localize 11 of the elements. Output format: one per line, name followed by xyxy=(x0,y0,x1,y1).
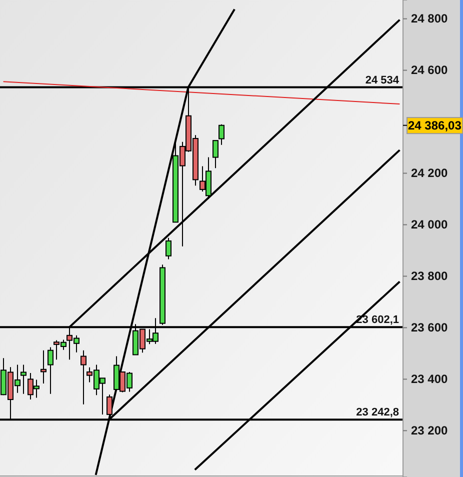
y-tick-label: 24 200 xyxy=(411,166,448,180)
ref-line-label: 23 242,8 xyxy=(356,406,399,419)
y-tick-label: 24 600 xyxy=(411,63,448,78)
y-tick-label: 23 600 xyxy=(411,320,448,335)
y-tick-label: 23 400 xyxy=(411,372,448,386)
y-tick-label: 24 800 xyxy=(411,12,448,26)
ref-line-label: 24 534 xyxy=(365,74,400,86)
y-tick-label: 23 800 xyxy=(411,269,448,284)
text: 24 386,03 xyxy=(408,118,462,133)
y-tick-label: 23 200 xyxy=(411,424,448,438)
y-tick-label: 24 000 xyxy=(411,218,448,232)
